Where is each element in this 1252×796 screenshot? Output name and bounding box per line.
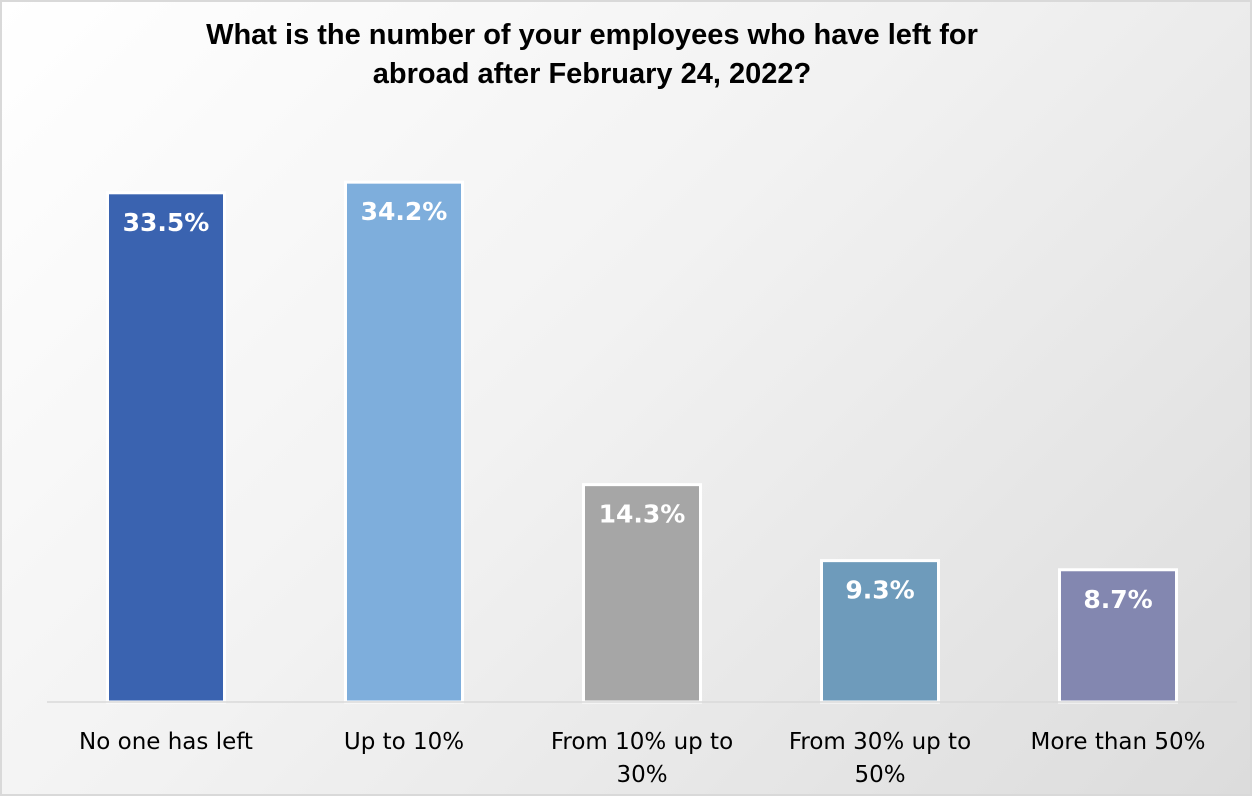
- bar-5: [1058, 568, 1178, 704]
- category-label-2: Up to 10%: [344, 729, 464, 755]
- data-label-3: 14.3%: [599, 500, 686, 529]
- bar-4: [820, 559, 940, 704]
- data-label-4: 9.3%: [845, 576, 914, 605]
- category-label-3: From 10% up to 30%: [551, 729, 733, 788]
- data-label-1: 33.5%: [123, 208, 210, 237]
- category-label-5: More than 50%: [1030, 729, 1205, 755]
- category-label-1: No one has left: [79, 729, 253, 755]
- bar-2: [344, 180, 464, 704]
- category-label-4: From 30% up to 50%: [789, 729, 971, 788]
- labels-layer: 33.5% No one has left 34.2% Up to 10% 14.3% F…: [79, 197, 1205, 788]
- bar-1: [106, 191, 226, 704]
- data-label-5: 8.7%: [1083, 585, 1152, 614]
- data-label-2: 34.2%: [361, 197, 448, 226]
- bars-layer: [106, 180, 1178, 704]
- chart-title: What is the number of your employees who…: [206, 19, 978, 90]
